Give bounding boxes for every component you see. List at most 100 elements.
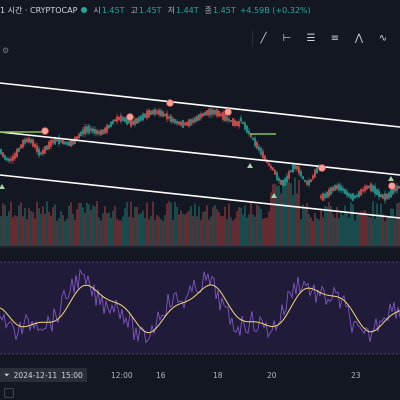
volume-bar — [188, 210, 190, 246]
candle-body — [86, 126, 88, 133]
volume-bar — [40, 213, 42, 246]
candle-body — [236, 121, 238, 127]
volume-bar — [338, 218, 340, 246]
candle-body — [276, 172, 278, 180]
channel-middle-line[interactable] — [0, 131, 400, 176]
volume-bar — [292, 194, 294, 246]
volume-bar — [8, 211, 10, 246]
go-to-date-icon[interactable] — [4, 388, 14, 398]
candle-body — [380, 193, 382, 198]
candle-body — [310, 179, 312, 183]
volume-bar — [58, 218, 60, 246]
change-value: +4.59B (+0.32%) — [239, 5, 311, 15]
volume-bar — [50, 215, 52, 246]
volume-bar — [250, 202, 252, 246]
candle-body — [8, 158, 10, 162]
candle-body — [60, 140, 62, 143]
candle-body — [398, 186, 400, 189]
volume-bar — [348, 217, 350, 246]
volume-bar — [76, 208, 78, 246]
volume-bar — [78, 202, 80, 246]
volume-bar — [176, 206, 178, 246]
candle-body — [356, 194, 358, 197]
long-position-icon[interactable]: ≡ — [330, 32, 340, 44]
candle-body — [268, 162, 270, 166]
candle-body — [72, 139, 74, 145]
time-tick: 12:00 — [111, 371, 133, 380]
volume-bar — [336, 206, 338, 246]
brush-icon[interactable]: ∿ — [378, 32, 388, 44]
horizontal-line-icon[interactable]: ⊢ — [282, 32, 292, 44]
volume-bar — [162, 220, 164, 246]
volume-bar — [212, 207, 214, 246]
candle-body — [270, 165, 272, 169]
volume-bar — [140, 213, 142, 246]
oscillator-signal-line — [0, 284, 400, 334]
volume-bar — [302, 204, 304, 246]
candle-body — [142, 113, 144, 121]
volume-bar — [130, 201, 132, 246]
volume-bar — [156, 214, 158, 246]
channel-upper-line[interactable] — [0, 82, 400, 128]
volume-bar — [198, 206, 200, 246]
candle-body — [286, 175, 288, 183]
volume-bar — [16, 216, 18, 246]
candle-body — [340, 185, 342, 191]
candle-body — [308, 180, 310, 186]
candle-body — [366, 185, 368, 190]
candle-body — [180, 121, 182, 126]
settings-icon[interactable]: ⚙ — [2, 46, 10, 55]
volume-bar — [152, 201, 154, 246]
candle-body — [336, 185, 338, 189]
candle-body — [64, 141, 66, 145]
volume-bar — [32, 212, 34, 246]
trend-line-icon[interactable]: ╱ — [252, 30, 274, 46]
volume-bar — [392, 208, 394, 246]
candle-body — [168, 116, 170, 119]
symbol-title[interactable]: 1 시간 · CRYPTOCAP — [0, 5, 78, 15]
event-marker-icon — [318, 164, 326, 172]
candle-body — [162, 111, 164, 117]
volume-bar — [54, 204, 56, 246]
candle-body — [394, 188, 396, 192]
volume-bar — [86, 202, 88, 246]
volume-bar — [132, 217, 134, 246]
volume-bar — [60, 211, 62, 246]
volume-bar — [18, 205, 20, 246]
candle-body — [42, 149, 44, 155]
volume-bar — [182, 213, 184, 246]
event-marker-icon — [224, 108, 232, 116]
volume-bar — [270, 192, 272, 246]
volume-bar — [154, 219, 156, 246]
pattern-icon[interactable]: ⋀ — [354, 32, 364, 44]
channel-lower-line[interactable] — [0, 174, 400, 219]
volume-bar — [190, 206, 192, 246]
candle-body — [240, 117, 242, 122]
volume-bar — [124, 208, 126, 246]
volume-bar — [22, 216, 24, 246]
volume-bar — [24, 207, 26, 246]
volume-bar — [20, 202, 22, 246]
candle-body — [250, 133, 252, 138]
volume-bar — [72, 213, 74, 246]
candle-body — [58, 137, 60, 145]
volume-bar — [258, 205, 260, 246]
candle-body — [100, 129, 102, 136]
volume-bar — [312, 220, 314, 246]
candle-body — [212, 109, 214, 115]
candle-body — [246, 125, 248, 133]
candle-body — [88, 125, 90, 134]
volume-bar — [370, 217, 372, 246]
candle-body — [178, 121, 180, 125]
volume-bar — [168, 201, 170, 246]
volume-bar — [286, 181, 288, 246]
low-label: 저 — [167, 5, 175, 15]
volume-bar — [90, 209, 92, 246]
fib-retracement-icon[interactable]: ☰ — [306, 32, 316, 44]
volume-bar — [196, 216, 198, 246]
candle-body — [348, 193, 350, 197]
candle-body — [114, 119, 116, 122]
volume-bar — [30, 211, 32, 246]
candle-body — [300, 171, 302, 177]
